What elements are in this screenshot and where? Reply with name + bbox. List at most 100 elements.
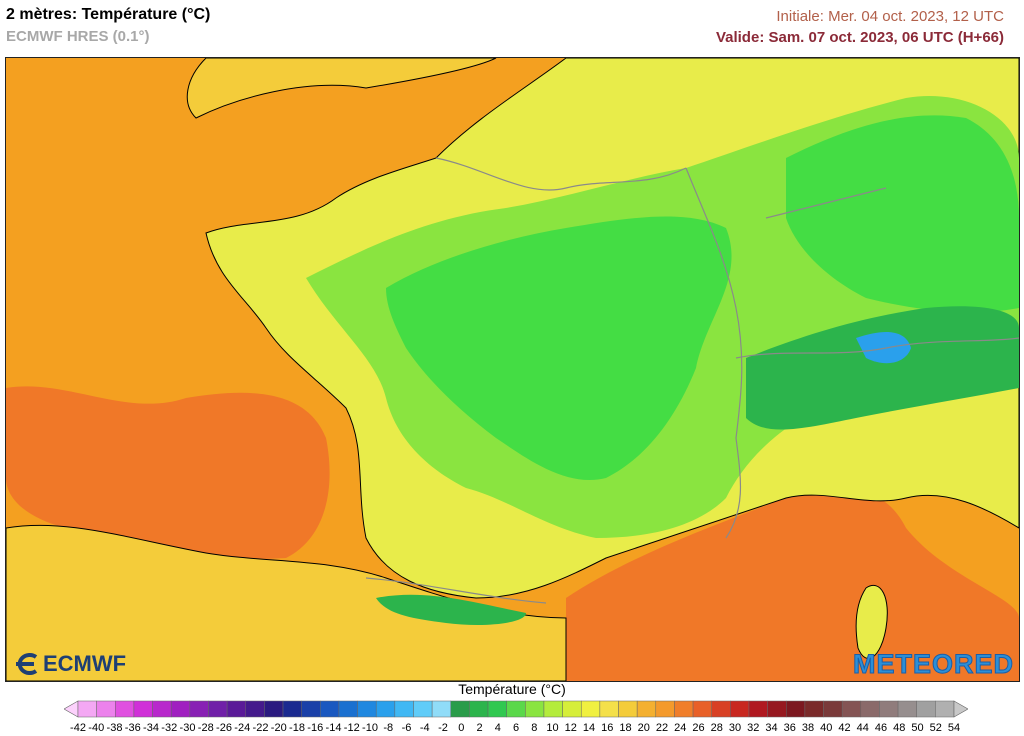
country-borders [365, 157, 1019, 604]
legend-swatch [431, 700, 452, 718]
legend-tick-label: 52 [929, 722, 942, 734]
legend-tick-label: -24 [234, 722, 251, 734]
legend-tick-label: -2 [438, 722, 448, 734]
legend-tick-label: -16 [307, 722, 324, 734]
legend-swatch [506, 700, 526, 718]
legend-swatch [618, 700, 638, 718]
legend-tick-label: -4 [419, 722, 430, 734]
ecmwf-text: ECMWF [43, 651, 127, 676]
legend-tick-label: 26 [692, 722, 705, 734]
legend-swatch [133, 700, 153, 718]
legend-swatch [450, 700, 470, 718]
legend-swatch [77, 700, 97, 718]
legend-tick-label: 36 [783, 722, 796, 734]
legend-tick-label: 46 [874, 722, 888, 734]
great-britain [186, 58, 497, 119]
legend-tick-label: -18 [289, 722, 305, 734]
legend-swatch [730, 700, 750, 718]
legend-tick-label: -34 [143, 722, 159, 734]
legend-tick-label: 0 [458, 722, 465, 734]
header-left: 2 mètres: Température (°C) ECMWF HRES (0… [6, 6, 210, 45]
legend-swatch [860, 700, 880, 718]
legend-tick-label: -28 [197, 722, 214, 734]
legend-tick-label: 24 [674, 722, 687, 734]
legend-swatch [487, 700, 507, 718]
legend-swatch [245, 700, 265, 718]
legend-tick-label: -42 [70, 722, 86, 734]
legend-colorbar [63, 700, 969, 718]
legend-tick-label: -26 [216, 722, 232, 734]
legend-tick-label: -14 [325, 722, 342, 734]
legend-swatch [916, 700, 936, 718]
legend-swatch [208, 700, 228, 718]
legend-tick-label: 48 [893, 722, 906, 734]
pyrenees [376, 594, 526, 625]
legend-tick-label: -32 [161, 722, 178, 734]
legend-swatch [879, 700, 899, 718]
legend-tick-label: -6 [401, 722, 412, 734]
alps [746, 306, 1019, 430]
legend-swatch [152, 700, 172, 718]
legend-tick-label: 18 [619, 722, 632, 734]
legend-tick-label: -12 [343, 722, 360, 734]
ecmwf-logo: ECMWF [10, 651, 126, 677]
legend-tick-label: -10 [362, 722, 378, 734]
legend-tick-label: 28 [710, 722, 723, 734]
legend-swatch [264, 700, 284, 718]
map-canvas [6, 58, 1019, 681]
legend-tick-label: 16 [601, 722, 614, 734]
legend-tick-label: 10 [546, 722, 559, 734]
meteored-logo: METEORED [852, 649, 1014, 680]
legend-tick-label: -30 [179, 722, 196, 734]
warm-sea-atlantic [6, 386, 330, 559]
alps-summit-cold [856, 332, 911, 364]
legend-swatch [786, 700, 806, 718]
header-right: Initiale: Mer. 04 oct. 2023, 12 UTC Vali… [716, 8, 1004, 46]
legend-tick-label: 34 [765, 722, 778, 734]
legend-tick-label: -8 [383, 722, 394, 734]
map-title: 2 mètres: Température (°C) [6, 6, 211, 23]
legend-swatch [823, 700, 843, 718]
legend-swatch [897, 700, 917, 718]
legend-tick-label: 50 [911, 722, 924, 734]
legend-tick-label: 30 [728, 722, 742, 734]
legend-tick-label: 32 [747, 722, 760, 734]
legend-tick-label: 12 [564, 722, 577, 734]
legend-tick-label: 8 [531, 722, 538, 734]
legend-swatch [301, 700, 321, 718]
legend-swatch [282, 700, 302, 718]
color-legend [63, 700, 969, 723]
legend-swatch [170, 700, 191, 718]
legend-tick-label: 42 [838, 722, 851, 734]
legend-swatch [469, 700, 489, 718]
legend-tick-label: 14 [582, 722, 596, 734]
legend-tick-label: 22 [655, 722, 669, 734]
legend-tick-label: -22 [252, 722, 269, 734]
temperature-map[interactable] [5, 57, 1020, 682]
legend-swatch [748, 700, 768, 718]
warm-sea-mediterranean [566, 488, 1019, 681]
legend-swatch [674, 700, 694, 718]
legend-tick-label: 40 [820, 722, 833, 734]
legend-tick-label: 2 [476, 722, 483, 734]
legend-swatch [655, 700, 675, 718]
legend-swatch [562, 700, 582, 718]
legend-swatch [357, 700, 377, 718]
legend-tick-label: 38 [801, 722, 815, 734]
legend-swatch [525, 700, 545, 718]
legend-swatch [636, 700, 657, 718]
legend-tick-label: 6 [512, 722, 520, 734]
legend-swatch [711, 700, 731, 718]
valid-time: Valide: Sam. 07 oct. 2023, 06 UTC (H+66) [715, 29, 1004, 46]
legend-swatch [692, 700, 712, 718]
legend-swatch [115, 700, 135, 718]
legend-tick-label: -36 [124, 722, 141, 734]
ecmwf-mark-icon [16, 653, 38, 675]
cold-zone-east [786, 115, 1019, 313]
legend-swatch [413, 700, 433, 718]
legend-swatch [226, 700, 246, 718]
legend-swatch [394, 700, 414, 718]
legend-labels: -42 -40 -38 -36 -34 -32 -30 -28 -26 -24 -22 -20 -18-… [0, 722, 1024, 736]
legend-tick-label: 20 [637, 722, 650, 734]
legend-swatch [935, 700, 955, 718]
